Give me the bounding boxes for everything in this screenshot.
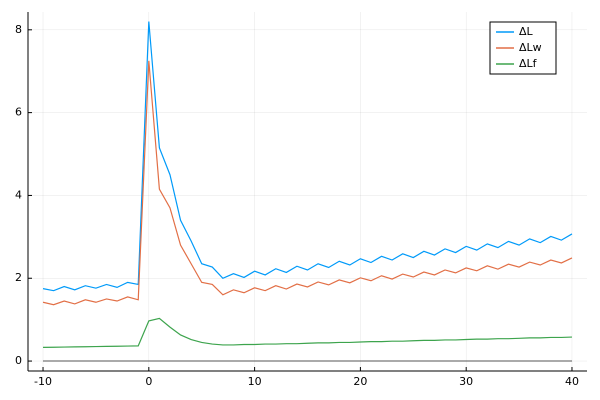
x-tick-label: 0 [145, 375, 152, 388]
y-tick-label: 6 [15, 106, 22, 119]
data-line [42, 21, 573, 292]
legend-label: ΔLw [519, 41, 542, 54]
x-tick-label: 30 [459, 375, 473, 388]
x-tick-label: 40 [565, 375, 579, 388]
legend-label: ΔL [519, 25, 534, 38]
data-line [42, 60, 573, 306]
x-tick-label: 20 [353, 375, 367, 388]
y-tick-label: 8 [15, 23, 22, 36]
x-tick-label: 10 [248, 375, 262, 388]
y-tick-label: 4 [15, 188, 22, 201]
legend-label: ΔLf [519, 57, 538, 70]
x-tick-label: -10 [34, 375, 52, 388]
data-line [43, 317, 573, 348]
y-tick-label: 2 [15, 271, 22, 284]
y-tick-label: 0 [15, 354, 22, 367]
